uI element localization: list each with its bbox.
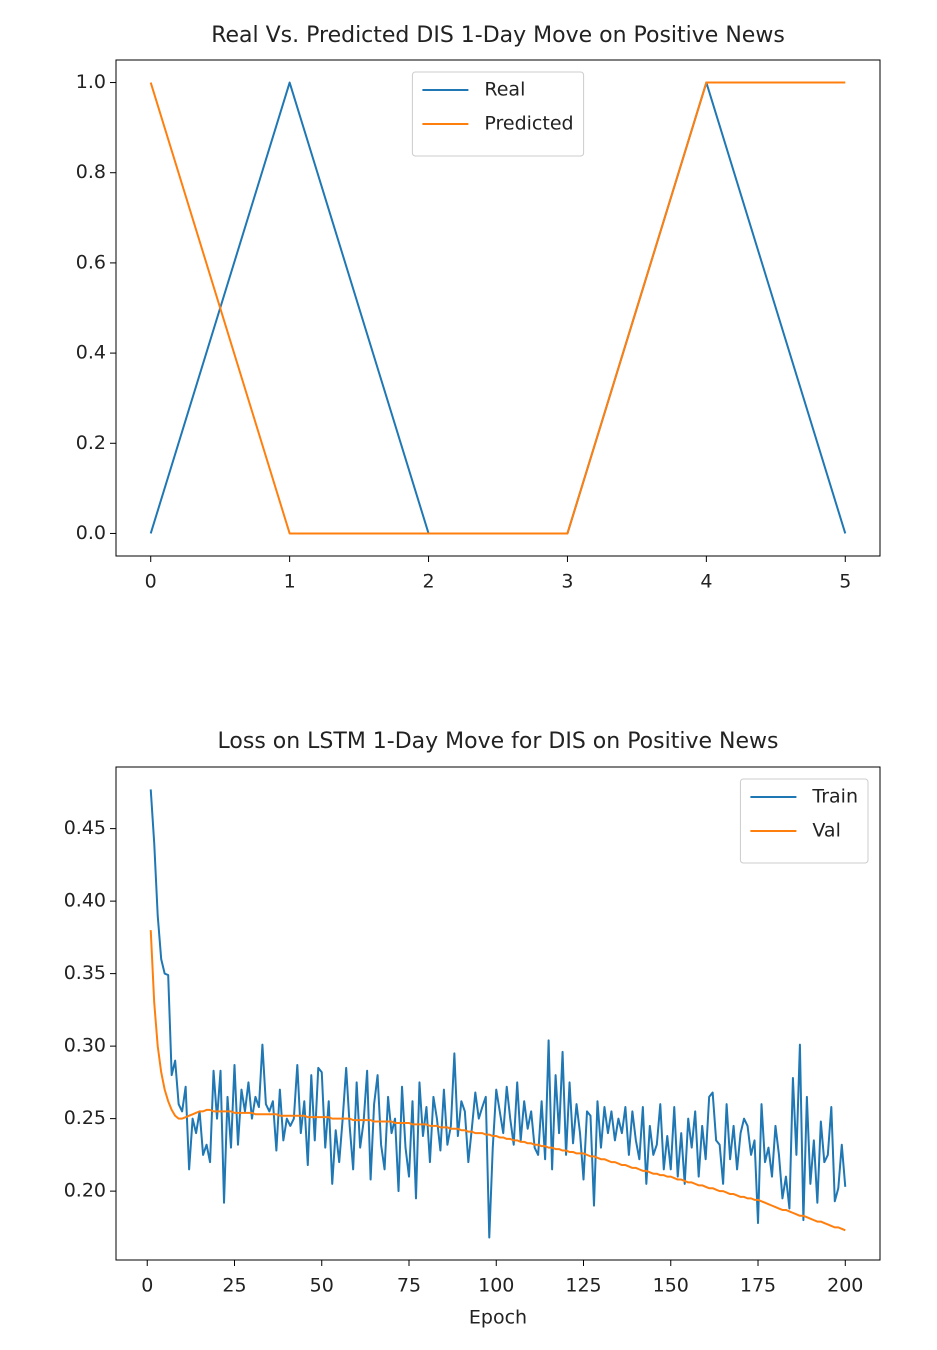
y-tick-label: 0.40: [64, 890, 106, 912]
x-tick-label: 5: [839, 571, 851, 593]
y-tick-label: 0.30: [64, 1035, 106, 1057]
x-tick-label: 3: [561, 571, 573, 593]
legend-label: Train: [811, 786, 858, 808]
x-tick-label: 1: [284, 571, 296, 593]
y-tick-label: 0.8: [76, 161, 106, 183]
series-line: [149, 789, 847, 1239]
x-tick-label: 0: [145, 571, 157, 593]
legend: Real Predicted: [411, 71, 585, 157]
legend-label: Real: [484, 79, 525, 101]
y-tick-label: 0.2: [76, 432, 106, 454]
chart-title: Real Vs. Predicted DIS 1-Day Move on Pos…: [211, 23, 785, 48]
x-tick-label: 25: [222, 1275, 246, 1297]
legend-frame: [411, 71, 585, 157]
y-tick-label: 0.35: [64, 962, 106, 984]
series-line: [149, 930, 846, 1232]
x-tick-label: 125: [565, 1275, 601, 1297]
x-tick-label: 50: [310, 1275, 334, 1297]
x-tick-label: 4: [700, 571, 712, 593]
legend: Train Val: [739, 778, 869, 864]
axes-frame: [115, 59, 881, 557]
chart-title: Loss on LSTM 1-Day Move for DIS on Posit…: [218, 729, 779, 754]
chart: Loss on LSTM 1-Day Move for DIS on Posit…: [64, 729, 881, 1329]
legend-label: Predicted: [484, 113, 573, 135]
legend-label: Val: [812, 820, 840, 842]
y-tick-label: 0.45: [64, 817, 106, 839]
x-tick-label: 175: [740, 1275, 776, 1297]
axes-frame: [115, 766, 881, 1261]
x-tick-label: 75: [397, 1275, 421, 1297]
x-tick-label: 100: [478, 1275, 514, 1297]
y-tick-label: 0.25: [64, 1107, 106, 1129]
x-tick-label: 200: [827, 1275, 863, 1297]
y-tick-label: 0.6: [76, 251, 106, 273]
x-axis-label: Epoch: [469, 1307, 527, 1329]
x-tick-label: 150: [653, 1275, 689, 1297]
y-tick-label: 0.0: [76, 522, 106, 544]
series-line: [149, 81, 846, 535]
x-tick-label: 0: [141, 1275, 153, 1297]
y-tick-label: 1.0: [76, 71, 106, 93]
y-tick-label: 0.20: [64, 1180, 106, 1202]
legend-frame: [739, 778, 869, 864]
y-tick-label: 0.4: [76, 342, 106, 364]
x-tick-label: 2: [422, 571, 434, 593]
chart: Real Vs. Predicted DIS 1-Day Move on Pos…: [76, 23, 881, 593]
